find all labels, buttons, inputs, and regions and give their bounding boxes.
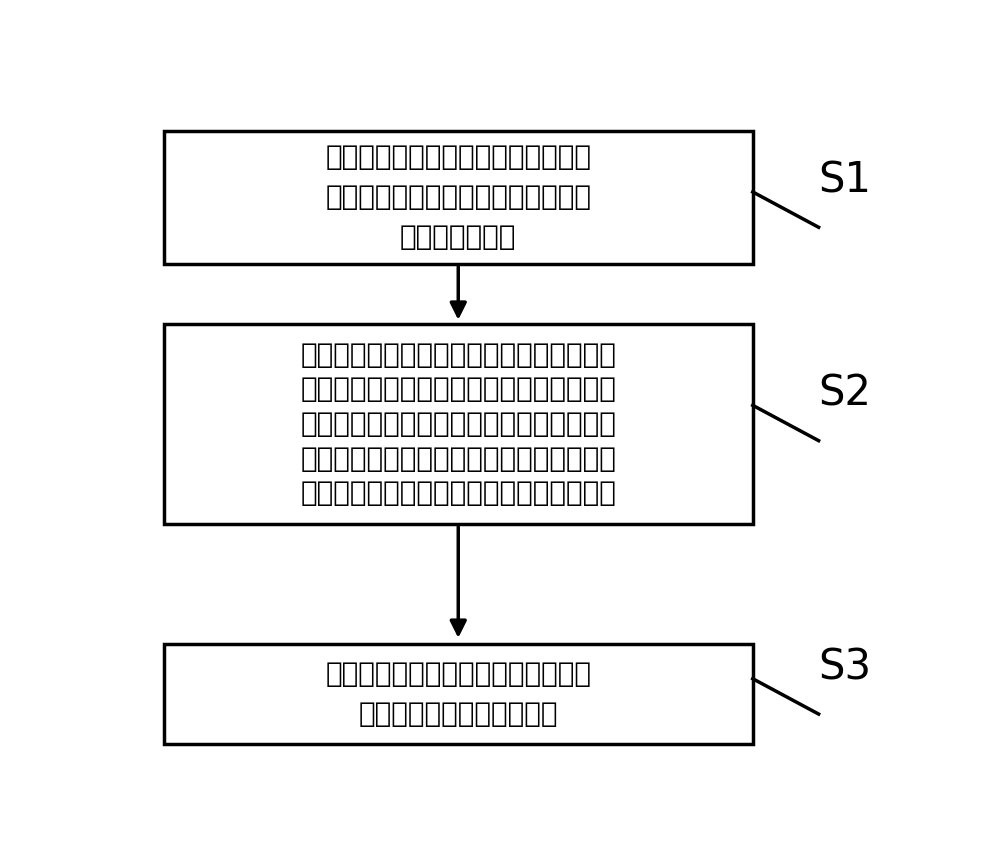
Text: S2: S2 bbox=[819, 373, 872, 415]
Text: 负载是否超过设置的过载线进行差异化赋值: 负载是否超过设置的过载线进行差异化赋值 bbox=[300, 480, 616, 507]
Text: 要对该分组进行服务器扩容: 要对该分组进行服务器扩容 bbox=[358, 700, 558, 728]
Text: S3: S3 bbox=[819, 646, 872, 688]
Text: 为每个分组及组内的各台服务器分别: 为每个分组及组内的各台服务器分别 bbox=[325, 184, 591, 211]
Text: 所述的指定指标值根据组内各服务器的当前: 所述的指定指标值根据组内各服务器的当前 bbox=[300, 444, 616, 473]
Text: 根据每组的负载计算结果判定是否需: 根据每组的负载计算结果判定是否需 bbox=[325, 660, 591, 688]
Text: 其中，每组的实时负载由组内各服务器的指: 其中，每组的实时负载由组内各服务器的指 bbox=[300, 375, 616, 404]
Text: 定指标值之和与最大指标值之和相除得出，: 定指标值之和与最大指标值之和相除得出， bbox=[300, 410, 616, 438]
Text: 遍历组内各服务器，计算每组的实时负载，: 遍历组内各服务器，计算每组的实时负载， bbox=[300, 340, 616, 369]
Text: 设置负载过载线: 设置负载过载线 bbox=[400, 223, 516, 251]
Text: S1: S1 bbox=[819, 159, 872, 202]
FancyBboxPatch shape bbox=[164, 644, 753, 744]
FancyBboxPatch shape bbox=[164, 131, 753, 264]
FancyBboxPatch shape bbox=[164, 324, 753, 524]
Text: 对系统中的全部服务器进行分组，并: 对系统中的全部服务器进行分组，并 bbox=[325, 143, 591, 171]
